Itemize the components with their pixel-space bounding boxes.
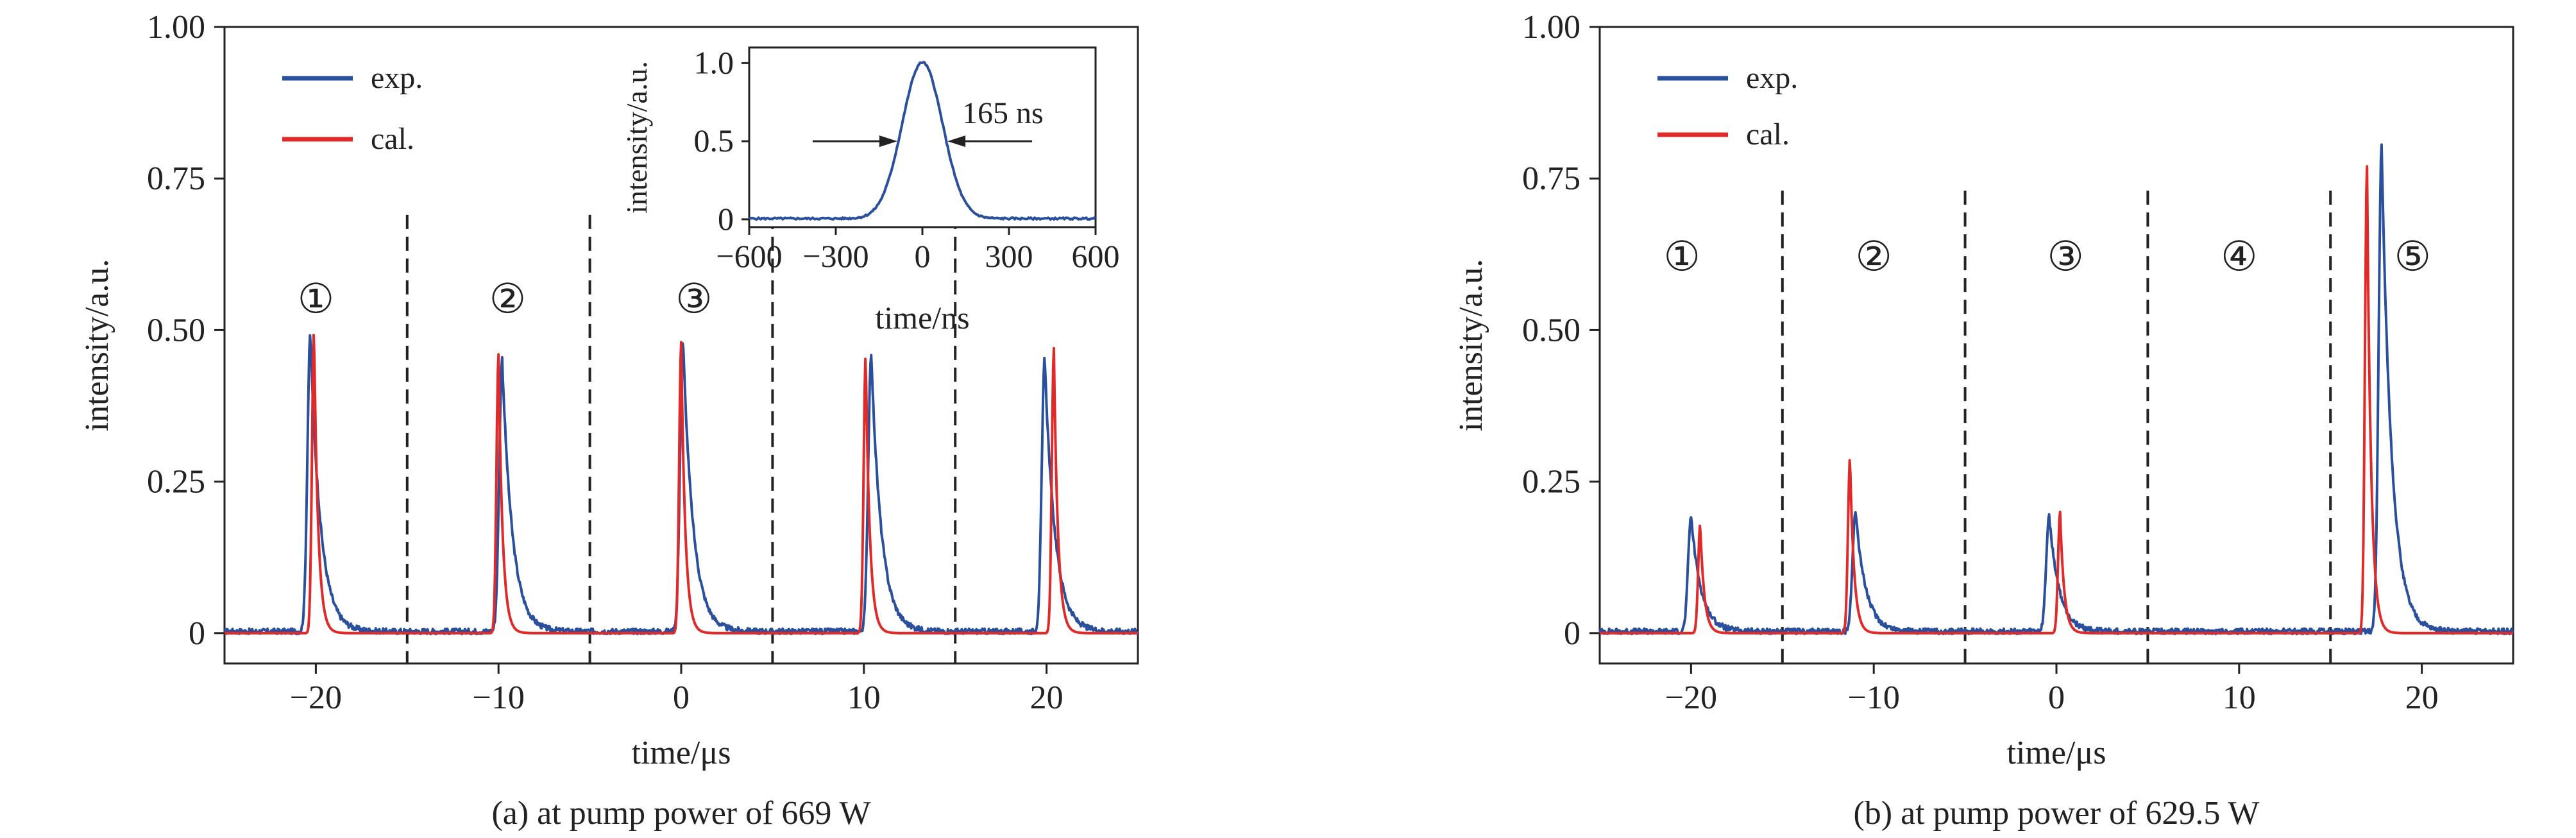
panel-b-legend: exp. cal. [1657,61,1798,151]
inset-xtick-label: 0 [915,238,931,274]
panel-a-region-labels: ① ② ③ [298,276,713,321]
panel-b-ytick-label: 0.25 [1522,464,1580,500]
panel-b-xlabel: time/μs [2007,735,2106,771]
panel-a-ytick-label: 0.50 [147,312,205,348]
inset-xtick-label: −300 [802,238,869,274]
inset-xtick-label: 300 [985,238,1033,274]
panel-a-region-label: ③ [675,276,712,321]
panel-a-xtick-label: 0 [673,680,690,716]
panel-a-region-label: ① [298,276,334,321]
inset-xtick-label: 600 [1072,238,1120,274]
panel-b-region-labels: ① ② ③ ④ ⑤ [1663,234,2431,279]
panel-a-inset-ylabel: intensity/a.u. [620,61,653,214]
panel-a-ytick-label: 1.00 [147,9,205,46]
panel-b-ytick-label: 1.00 [1522,9,1580,46]
panel-b-region-label: ② [1856,234,1892,279]
panel-a-inset: −600 −300 0 300 600 0 0.5 1.0 165 ns time/ns in… [620,44,1120,336]
panel-a-ylabel: intensity/a.u. [79,259,115,432]
panel-a-xlabel: time/μs [632,735,731,771]
panel-a-legend: exp. cal. [282,61,423,156]
panel-a-xtick-label: 10 [847,680,881,716]
inset-ytick-label: 0.5 [694,123,734,158]
panel-b-xtick-label: 20 [2405,680,2439,716]
panel-b-ytick-label: 0 [1564,615,1580,652]
panel-a-region-label: ② [489,276,526,321]
panel-b-series-cal-line [1599,165,2514,635]
inset-ytick-label: 1.0 [694,44,734,80]
panel-b-ticks: −20 −10 0 10 20 0 0.25 0.50 0.75 1.00 [1522,9,2439,716]
panel-b-caption: (b) at pump power of 629.5 W [1853,795,2259,832]
panel-a-ytick-label: 0 [189,615,205,652]
panel-b-region-label: ① [1663,234,1700,279]
inset-fwhm-right-arrowhead [947,135,966,148]
panel-a-ytick-label: 0.25 [147,464,205,500]
panel-a-inset-ticks: −600 −300 0 300 600 0 0.5 1.0 [694,44,1120,274]
inset-fwhm-left-arrowhead [879,135,897,148]
panel-b-region-label: ⑤ [2394,234,2431,279]
panel-b-xtick-label: −10 [1848,680,1900,716]
panel-b-series-exp-line [1598,143,2514,636]
panel-a-inset-fwhm-arrows [813,135,1032,148]
inset-ytick-label: 0 [718,201,734,237]
inset-xtick-label: −600 [716,238,782,274]
panel-a-caption: (a) at pump power of 669 W [491,795,870,832]
panel-b-xtick-label: −20 [1665,680,1717,716]
panel-b-region-label: ④ [2221,234,2257,279]
panel-a-inset-annotation: 165 ns [962,96,1044,130]
panel-b-region-label: ③ [2047,234,2084,279]
panel-b-xtick-label: 0 [2048,680,2065,716]
panel-a-series-cal-line [224,334,1139,635]
panel-b-ylabel: intensity/a.u. [1453,259,1489,432]
panel-a-inset-xlabel: time/ns [875,300,969,336]
panel-b-xtick-label: 10 [2223,680,2256,716]
panel-a-xtick-label: −10 [473,680,525,716]
panel-b-legend-cal-label: cal. [1746,117,1790,151]
panel-b-ytick-label: 0.75 [1522,160,1580,197]
panel-b-dividers [1781,191,2332,663]
panel-a-inset-pulse-line [748,60,1096,221]
panel-a-inset-background [749,47,1096,227]
panel-a-dividers [405,214,957,663]
panel-b: −20 −10 0 10 20 0 0.25 0.50 0.75 1.00 ① ② ③ ④ ⑤ exp. … [1453,9,2514,832]
panel-a-legend-exp-label: exp. [371,61,423,95]
panel-a-xtick-label: 20 [1030,680,1063,716]
panel-a-legend-cal-label: cal. [371,122,414,156]
panel-b-legend-exp-label: exp. [1746,61,1798,95]
panel-a-xtick-label: −20 [290,680,342,716]
panel-a-ytick-label: 0.75 [147,160,205,197]
panel-b-ytick-label: 0.50 [1522,312,1580,348]
